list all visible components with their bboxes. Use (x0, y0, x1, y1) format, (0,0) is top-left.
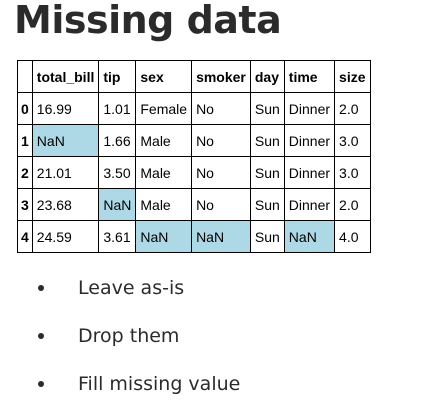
cell-day: Sun (249, 188, 285, 221)
table-body: 0 16.99 1.01 Female No Sun Dinner 2.0 1 … (17, 92, 371, 253)
row-index: 3 (17, 188, 33, 221)
cell-total-bill: 24.59 (31, 220, 100, 253)
header-total-bill: total_bill (31, 60, 100, 93)
cell-day: Sun (249, 92, 285, 125)
row-index: 0 (17, 92, 33, 125)
cell-sex: Male (135, 124, 193, 157)
cell-smoker: No (191, 92, 251, 125)
header-smoker: smoker (191, 60, 251, 93)
cell-sex: Male (135, 188, 193, 221)
bullet-item: Leave as-is (30, 264, 240, 312)
cell-tip: 1.01 (98, 92, 137, 125)
cell-smoker: NaN (191, 220, 251, 253)
bullet-list: Leave as-is Drop them Fill missing value (30, 264, 240, 408)
header-index (17, 60, 33, 93)
header-sex: sex (135, 60, 193, 93)
cell-size: 2.0 (334, 188, 371, 221)
bullet-text: Drop them (78, 325, 180, 347)
dataframe-table: total_bill tip sex smoker day time size … (17, 60, 371, 253)
table-row: 3 23.68 NaN Male No Sun Dinner 2.0 (17, 188, 371, 221)
cell-sex: Male (135, 156, 193, 189)
slide-title: Missing data (14, 0, 282, 42)
bullet-dot-icon (38, 285, 44, 291)
cell-size: 2.0 (334, 92, 371, 125)
cell-tip: 3.61 (98, 220, 137, 253)
bullet-item: Drop them (30, 312, 240, 360)
header-day: day (249, 60, 285, 93)
header-tip: tip (98, 60, 137, 93)
bullet-dot-icon (38, 333, 44, 339)
cell-time: Dinner (283, 156, 336, 189)
cell-time: Dinner (283, 188, 336, 221)
table-row: 1 NaN 1.66 Male No Sun Dinner 3.0 (17, 124, 371, 157)
bullet-text: Fill missing value (78, 373, 241, 395)
cell-total-bill: 23.68 (31, 188, 100, 221)
cell-time: NaN (283, 220, 336, 253)
table-row: 0 16.99 1.01 Female No Sun Dinner 2.0 (17, 92, 371, 125)
dataframe-table-container: total_bill tip sex smoker day time size … (17, 60, 371, 253)
table-row: 4 24.59 3.61 NaN NaN Sun NaN 4.0 (17, 220, 371, 253)
cell-time: Dinner (283, 92, 336, 125)
cell-size: 3.0 (334, 124, 371, 157)
table-header-row: total_bill tip sex smoker day time size (17, 60, 371, 93)
row-index: 1 (17, 124, 33, 157)
cell-time: Dinner (283, 124, 336, 157)
row-index: 4 (17, 220, 33, 253)
bullet-text: Leave as-is (78, 277, 185, 299)
cell-tip: 3.50 (98, 156, 137, 189)
header-time: time (283, 60, 336, 93)
cell-sex: NaN (135, 220, 193, 253)
bullet-item: Fill missing value (30, 360, 240, 408)
cell-total-bill: 21.01 (31, 156, 100, 189)
cell-day: Sun (249, 124, 285, 157)
cell-sex: Female (135, 92, 193, 125)
header-size: size (334, 60, 371, 93)
bullet-dot-icon (38, 381, 44, 387)
cell-size: 4.0 (334, 220, 371, 253)
cell-smoker: No (191, 156, 251, 189)
cell-total-bill: NaN (31, 124, 100, 157)
cell-smoker: No (191, 124, 251, 157)
table-row: 2 21.01 3.50 Male No Sun Dinner 3.0 (17, 156, 371, 189)
cell-day: Sun (249, 156, 285, 189)
cell-smoker: No (191, 188, 251, 221)
cell-size: 3.0 (334, 156, 371, 189)
cell-tip: 1.66 (98, 124, 137, 157)
cell-total-bill: 16.99 (31, 92, 100, 125)
cell-day: Sun (249, 220, 285, 253)
cell-tip: NaN (98, 188, 137, 221)
row-index: 2 (17, 156, 33, 189)
